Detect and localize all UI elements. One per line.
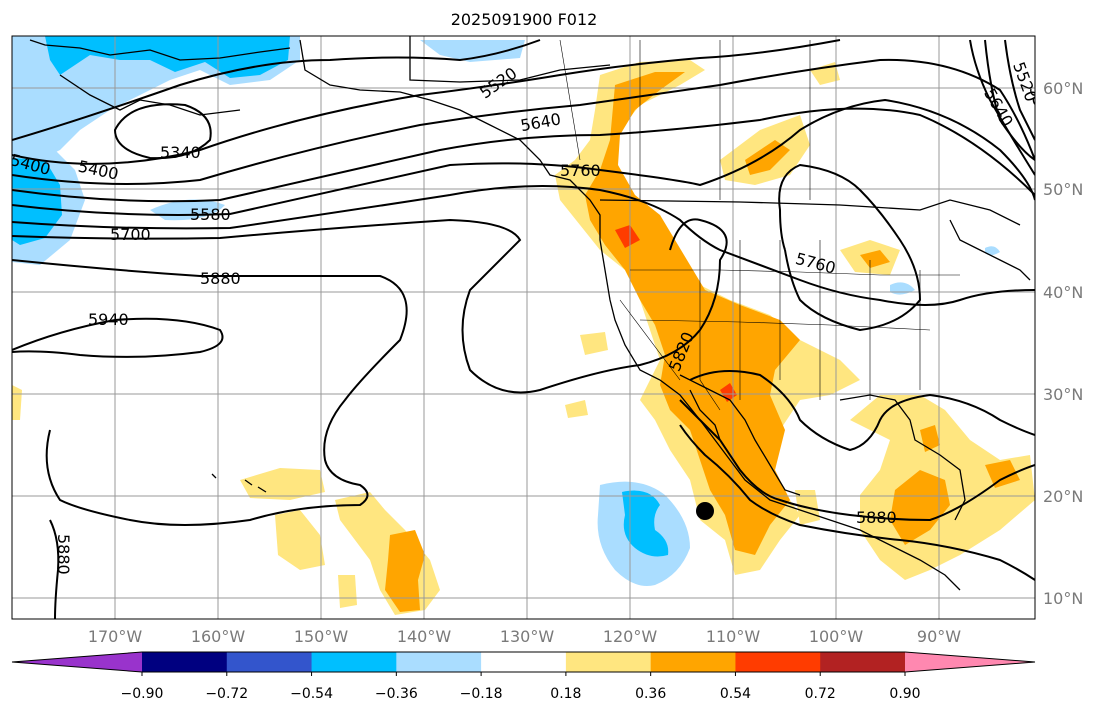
colorbar-segment <box>142 652 228 672</box>
contour-label: 5760 <box>560 161 601 180</box>
colorbar-extend-low <box>12 652 142 672</box>
lon-tick-label: 140°W <box>397 627 452 646</box>
state-borders <box>559 39 960 411</box>
contour-label: 5880 <box>54 534 73 575</box>
lon-tick-label: 170°W <box>88 627 143 646</box>
colorbar-segment <box>481 652 567 672</box>
lat-tick-label: 60°N <box>1043 79 1083 98</box>
colorbar-segment <box>735 652 821 672</box>
map-title: 2025091900 F012 <box>450 10 598 29</box>
colorbar-tick-label: 0.36 <box>635 686 666 702</box>
contour-label: 5940 <box>88 310 129 329</box>
lat-tick-label: 30°N <box>1043 385 1083 404</box>
colorbar-tick-label: 0.54 <box>720 686 751 702</box>
location-marker <box>696 502 714 520</box>
colorbar-tick-label: −0.54 <box>290 686 333 702</box>
height-contours <box>12 39 1035 619</box>
lon-tick-labels: 170°W 160°W 150°W 140°W 130°W 120°W 110°… <box>88 627 961 646</box>
lon-tick-label: 90°W <box>917 627 961 646</box>
colorbar-tick-label: −0.72 <box>205 686 248 702</box>
colorbar-extend-high <box>905 652 1035 672</box>
lon-tick-label: 160°W <box>191 627 246 646</box>
colorbar-tick-label: −0.90 <box>121 686 164 702</box>
colorbar-segment <box>650 652 736 672</box>
colorbar-segment <box>311 652 397 672</box>
contour-label: 5700 <box>110 225 151 244</box>
colorbar-segment <box>396 652 482 672</box>
lon-tick-label: 130°W <box>500 627 555 646</box>
lat-tick-label: 50°N <box>1043 180 1083 199</box>
lat-tick-label: 20°N <box>1043 487 1083 506</box>
contour-label: 5880 <box>856 508 897 527</box>
colorbar-tick-label: 0.18 <box>550 686 581 702</box>
lat-tick-labels: 10°N 20°N 30°N 40°N 50°N 60°N <box>1043 79 1083 608</box>
plot-frame <box>11 35 1036 620</box>
contour-label: 5340 <box>160 143 201 162</box>
lon-tick-label: 100°W <box>809 627 864 646</box>
lon-tick-label: 150°W <box>294 627 349 646</box>
colorbar-segment <box>565 652 652 672</box>
contour-label: 5580 <box>190 205 231 224</box>
lon-tick-label: 120°W <box>603 627 658 646</box>
lat-tick-label: 40°N <box>1043 283 1083 302</box>
colorbar-tick-label: −0.18 <box>460 686 503 702</box>
contour-label: 5580 <box>1026 84 1055 128</box>
coastlines <box>29 36 1031 591</box>
lat-tick-label: 10°N <box>1043 589 1083 608</box>
colorbar-segment <box>820 652 906 672</box>
colorbar-tick-label: 0.72 <box>805 686 836 702</box>
colorbar: −0.90 −0.72 −0.54 −0.36 −0.18 0.18 0.36 0.54 0.7… <box>11 651 1036 702</box>
lon-tick-label: 110°W <box>706 627 761 646</box>
colorbar-tick-label: −0.36 <box>375 686 418 702</box>
colorbar-segment <box>226 652 313 672</box>
contour-label: 5880 <box>200 269 241 288</box>
colorbar-tick-label: 0.90 <box>889 686 920 702</box>
